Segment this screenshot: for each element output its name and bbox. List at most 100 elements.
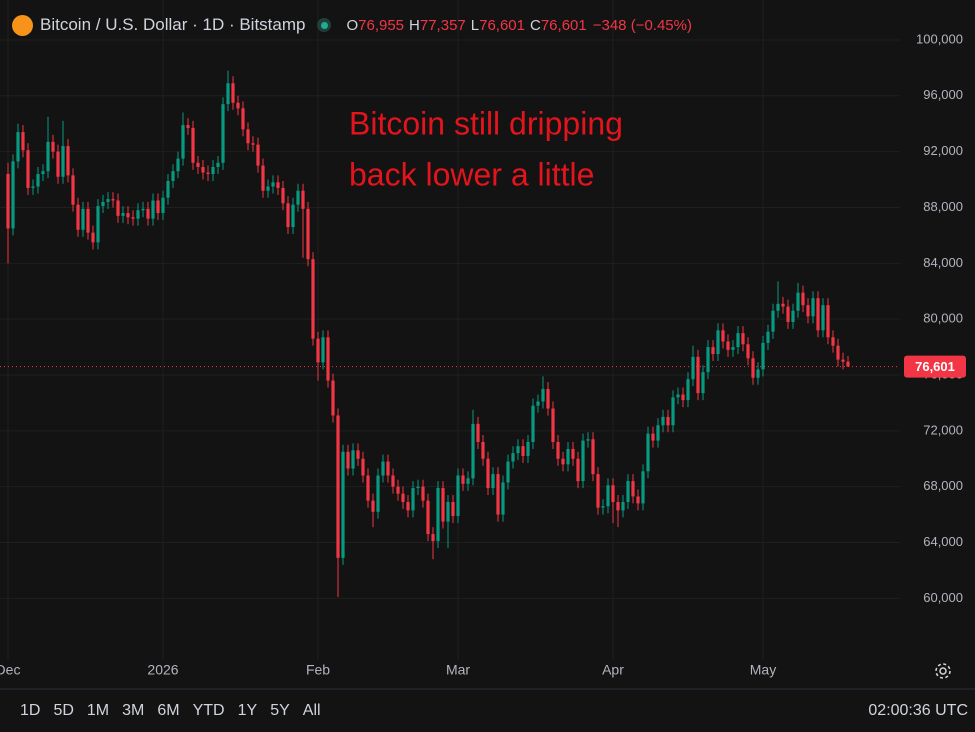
candle-body [541, 388, 545, 402]
candle-body [151, 200, 155, 219]
candle-body [486, 458, 490, 489]
candle-body [476, 423, 480, 442]
candle-body [401, 493, 405, 503]
range-button[interactable]: 5Y [270, 702, 290, 719]
candle-body [501, 482, 505, 515]
ohlc-value: 76,601 [540, 16, 587, 34]
candle-body [771, 310, 775, 332]
candle-body [466, 478, 470, 484]
candle-body [721, 330, 725, 342]
candle-body [776, 303, 780, 311]
candle-body [806, 305, 810, 317]
candle-body [281, 187, 285, 204]
candle-body [731, 347, 735, 350]
range-button[interactable]: 1Y [237, 702, 258, 719]
candle-body [641, 471, 645, 504]
range-button[interactable]: YTD [192, 702, 225, 719]
candle-body [706, 347, 710, 373]
candle-body [521, 446, 525, 456]
candle-body [666, 416, 670, 426]
candle-body [336, 415, 340, 558]
candle-body [711, 347, 715, 355]
range-button[interactable]: 1M [86, 702, 110, 719]
candle-body [831, 337, 835, 346]
ohlc-key: C [530, 16, 541, 34]
candle-body [241, 108, 245, 130]
symbol-title[interactable]: Bitcoin / U.S. Dollar · 1D · Bitstamp [40, 15, 306, 34]
background [0, 0, 975, 690]
candle-body [301, 190, 305, 209]
candle-body [716, 330, 720, 355]
candle-body [601, 506, 605, 508]
candle-body [206, 172, 210, 174]
candle-body [236, 102, 240, 109]
candle-body [96, 206, 100, 243]
candle-body [381, 461, 385, 476]
candle-body [91, 232, 95, 243]
candle-body [366, 475, 370, 501]
settings-icon[interactable] [935, 663, 951, 679]
ohlc-value: 76,955 [358, 16, 405, 34]
candle-body [31, 186, 35, 188]
candle-body [581, 440, 585, 482]
candle-body [766, 331, 770, 343]
candle-body [431, 534, 435, 542]
candle-body [826, 305, 830, 338]
candle-body [391, 475, 395, 487]
change: −348 (−0.45%) [592, 16, 692, 34]
candle-body [231, 83, 235, 103]
candle-body [411, 488, 415, 511]
candle-body [511, 453, 515, 462]
candle-body [201, 166, 205, 173]
candle-body [571, 448, 575, 459]
candle-body [261, 165, 265, 191]
candle-body [566, 448, 570, 465]
candle-body [591, 439, 595, 475]
candle-body [286, 203, 290, 228]
candle-body [296, 190, 300, 205]
x-tick-label: Dec [0, 662, 20, 678]
x-tick-label: May [750, 662, 776, 678]
candle-body [596, 474, 600, 508]
candle-body [656, 425, 660, 441]
candle-body [531, 405, 535, 442]
y-tick-label: 68,000 [923, 478, 963, 493]
candle-body [551, 408, 555, 442]
candle-body [61, 146, 65, 177]
candle-body [516, 446, 520, 454]
candle-body [631, 481, 635, 497]
candle-body [356, 450, 360, 459]
candle-body [156, 200, 160, 214]
x-tick-label: Mar [446, 662, 470, 678]
y-tick-label: 100,000 [916, 31, 963, 46]
range-button[interactable]: 1D [20, 702, 41, 719]
candle-body [446, 502, 450, 522]
candle-body [546, 388, 550, 409]
candle-body [426, 500, 430, 535]
candle-body [186, 125, 190, 128]
candle-body [646, 433, 650, 472]
candle-body [116, 200, 120, 216]
candle-body [266, 186, 270, 191]
clock[interactable]: 02:00:36 UTC [868, 702, 968, 719]
candle-body [471, 423, 475, 479]
range-button[interactable]: All [302, 702, 321, 719]
candle-body [346, 451, 350, 469]
range-button[interactable]: 3M [122, 702, 145, 719]
candle-body [66, 146, 70, 176]
candle-body [676, 394, 680, 398]
candle-body [291, 204, 295, 228]
range-button[interactable]: 6M [157, 702, 180, 719]
grid [0, 0, 900, 660]
candle-body [416, 486, 420, 489]
candle-body [616, 502, 620, 511]
candle-body [671, 397, 675, 426]
range-button[interactable]: 5D [53, 702, 74, 719]
candle-body [176, 158, 180, 172]
candle-body [56, 151, 60, 177]
candle-body [251, 143, 255, 145]
y-tick-label: 88,000 [923, 199, 963, 214]
candle-body [211, 166, 215, 174]
